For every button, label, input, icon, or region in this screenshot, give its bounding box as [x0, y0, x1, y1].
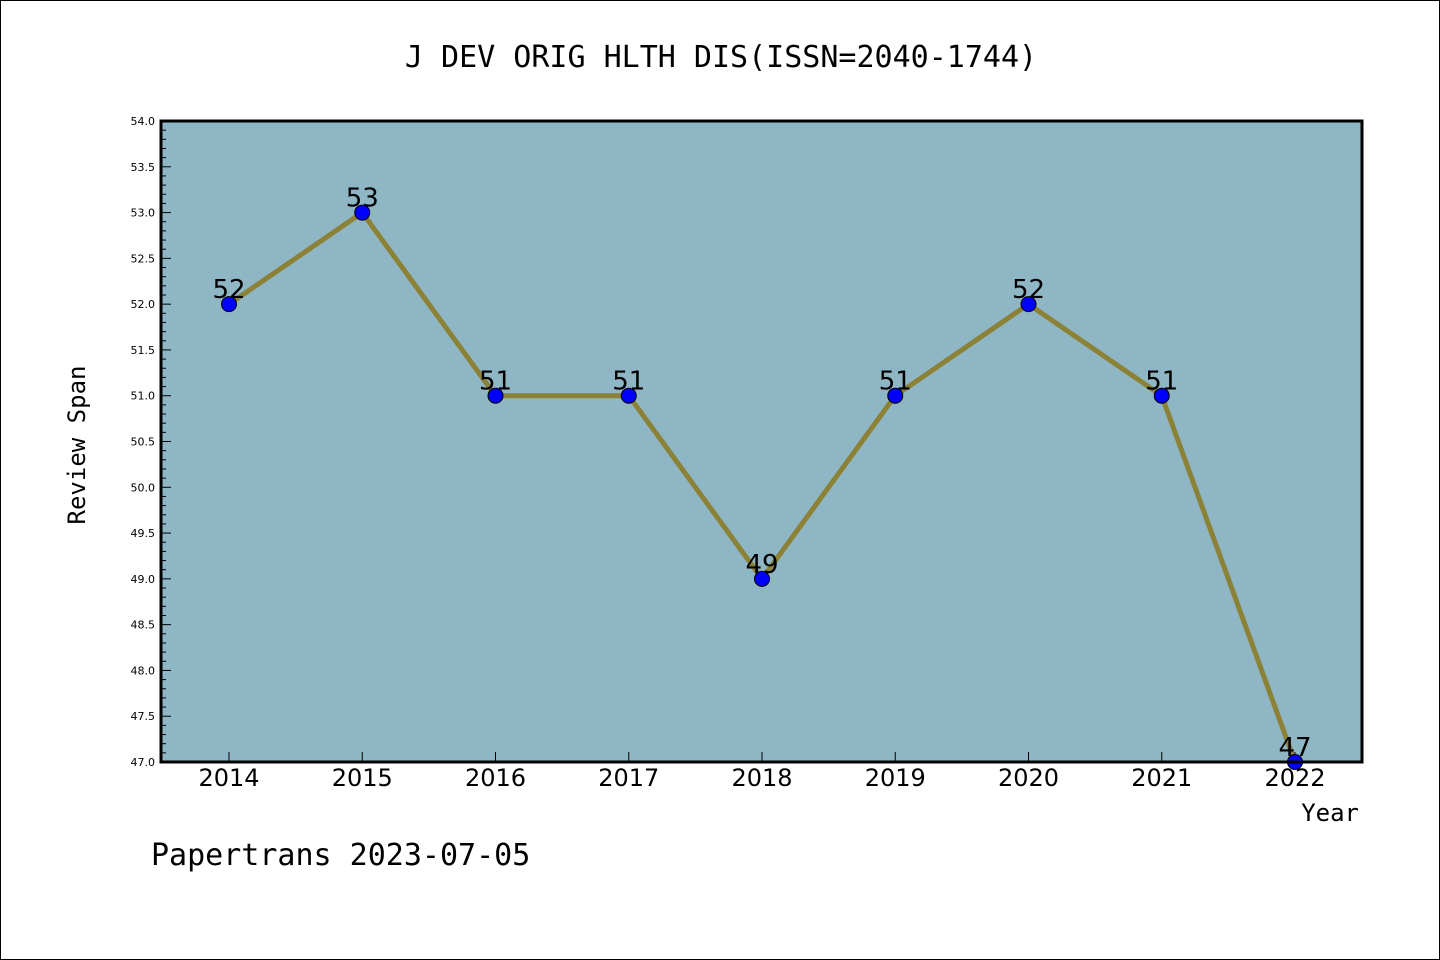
y-axis-ticks: 47.0 47.5 48.0 48.5 49.0 49.5 50.0 50.5 51.0 51.5… — [131, 115, 171, 769]
x-tick-label: 2014 — [198, 764, 259, 792]
x-tick-label: 2019 — [865, 764, 926, 792]
data-point — [487, 387, 504, 404]
data-label: 53 — [346, 184, 379, 214]
data-point — [1153, 387, 1170, 404]
y-tick-label: 48.0 — [131, 664, 156, 677]
data-point — [1020, 296, 1037, 313]
data-label: 51 — [1145, 367, 1178, 397]
data-label: 51 — [479, 367, 512, 397]
y-tick-label: 51.0 — [131, 390, 156, 403]
x-tick-label: 2020 — [998, 764, 1059, 792]
y-tick-label: 47.5 — [131, 710, 156, 723]
y-tick-label: 50.0 — [131, 481, 156, 494]
y-axis-title: Review Span — [63, 366, 91, 525]
data-label: 47 — [1278, 733, 1311, 763]
data-point — [754, 570, 770, 587]
y-tick-label: 49.0 — [131, 573, 156, 586]
y-tick-label: 53.0 — [131, 207, 156, 220]
x-tick-label: 2015 — [332, 764, 393, 792]
y-tick-label: 52.5 — [131, 252, 156, 265]
y-tick-label: 54.0 — [131, 115, 156, 128]
y-tick-label: 47.0 — [131, 756, 156, 769]
x-axis-title: Year — [1301, 799, 1359, 827]
data-point — [620, 387, 637, 404]
data-label: 52 — [1012, 275, 1045, 305]
footer-credit: Papertrans 2023-07-05 — [151, 838, 530, 873]
y-tick-label: 52.0 — [131, 298, 156, 311]
plot-area — [161, 121, 1362, 762]
data-point — [221, 296, 237, 313]
data-label: 49 — [745, 550, 778, 580]
x-tick-label: 2016 — [465, 764, 526, 792]
x-axis-ticks: 2014 2015 2016 2017 2018 2019 2020 2021 2022 — [198, 752, 1326, 792]
plot-frame — [159, 119, 1364, 764]
y-tick-label: 53.5 — [131, 161, 156, 174]
x-tick-label: 2017 — [598, 764, 659, 792]
data-label: 51 — [879, 367, 912, 397]
y-tick-label: 48.5 — [131, 619, 156, 632]
y-tick-label: 49.5 — [131, 527, 156, 540]
chart-title: J DEV ORIG HLTH DIS(ISSN=2040-1744) — [405, 40, 1037, 75]
y-tick-label: 50.5 — [131, 436, 156, 449]
x-tick-label: 2021 — [1131, 764, 1192, 792]
y-tick-label: 51.5 — [131, 344, 156, 357]
data-label: 51 — [612, 367, 645, 397]
data-label: 52 — [212, 275, 245, 305]
data-labels: 52 53 51 51 49 51 52 51 47 — [212, 184, 1311, 763]
data-point — [887, 387, 904, 404]
series-markers — [221, 204, 1303, 770]
x-tick-label: 2018 — [731, 764, 792, 792]
data-point — [354, 204, 371, 221]
